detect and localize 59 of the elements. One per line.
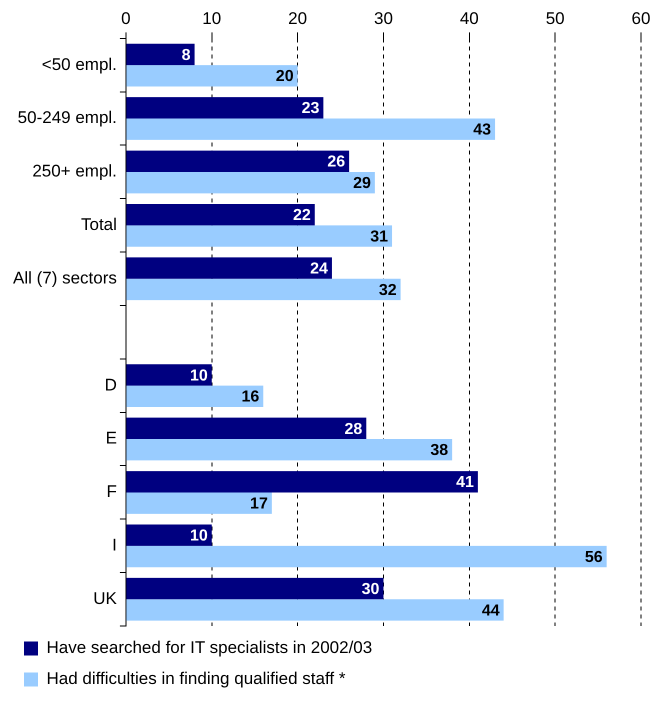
bar bbox=[126, 257, 332, 279]
bar bbox=[126, 118, 496, 140]
bar bbox=[126, 439, 452, 460]
data-label: 20 bbox=[276, 68, 294, 86]
x-tick-label: 50 bbox=[546, 8, 565, 28]
bar bbox=[126, 172, 375, 194]
data-label: 30 bbox=[362, 581, 380, 598]
bar bbox=[126, 546, 607, 568]
bar bbox=[126, 65, 298, 86]
data-label: 32 bbox=[378, 282, 397, 299]
y-tick-label: 50-249 empl. bbox=[18, 108, 117, 128]
bar bbox=[126, 278, 401, 300]
data-label: 29 bbox=[353, 175, 371, 192]
bar bbox=[126, 150, 350, 172]
x-tick-label: 20 bbox=[288, 8, 308, 28]
x-tick-label: 60 bbox=[632, 8, 650, 28]
data-label: 31 bbox=[370, 228, 388, 246]
bar bbox=[126, 97, 324, 119]
bar bbox=[126, 204, 315, 226]
data-label: 17 bbox=[250, 496, 268, 513]
legend-label: Had difficulties in finding qualified staff * bbox=[46, 669, 346, 688]
y-tick-label: UK bbox=[93, 588, 118, 608]
data-label: 41 bbox=[456, 474, 474, 492]
y-tick-label: <50 empl. bbox=[42, 54, 117, 74]
bar bbox=[126, 418, 366, 440]
bar bbox=[126, 225, 392, 247]
x-tick-label: 0 bbox=[121, 8, 131, 28]
data-label: 56 bbox=[584, 548, 603, 566]
data-label: 10 bbox=[190, 367, 208, 384]
data-label: 22 bbox=[292, 207, 311, 224]
data-label: 44 bbox=[482, 602, 500, 620]
legend-label: Have searched for IT specialists in 2002/03 bbox=[46, 638, 372, 658]
data-label: 24 bbox=[310, 260, 328, 278]
data-label: 38 bbox=[430, 442, 448, 460]
data-label: 28 bbox=[344, 420, 362, 438]
x-tick-label: 10 bbox=[202, 8, 222, 28]
bar bbox=[126, 364, 212, 386]
x-tick-label: 40 bbox=[460, 8, 479, 28]
data-label: 8 bbox=[182, 46, 191, 64]
data-label: 10 bbox=[190, 528, 208, 545]
bar bbox=[126, 471, 478, 492]
data-label: 26 bbox=[327, 154, 346, 171]
y-tick-label: I bbox=[112, 536, 117, 555]
bar bbox=[126, 44, 195, 66]
x-tick-label: 30 bbox=[374, 8, 393, 28]
bar bbox=[126, 599, 504, 621]
data-label: 23 bbox=[302, 100, 320, 118]
y-tick-label: D bbox=[104, 375, 117, 394]
y-tick-label: All (7) sectors bbox=[12, 268, 117, 288]
bar bbox=[126, 386, 264, 407]
y-tick-label: 250+ empl. bbox=[32, 162, 117, 181]
data-label: 43 bbox=[473, 122, 492, 139]
data-label: 16 bbox=[241, 388, 260, 406]
y-tick-label: Total bbox=[80, 215, 117, 234]
bar bbox=[126, 524, 212, 546]
bar bbox=[126, 492, 272, 514]
bar bbox=[126, 578, 384, 600]
y-tick-label: E bbox=[106, 428, 117, 448]
y-tick-label: F bbox=[106, 482, 117, 502]
